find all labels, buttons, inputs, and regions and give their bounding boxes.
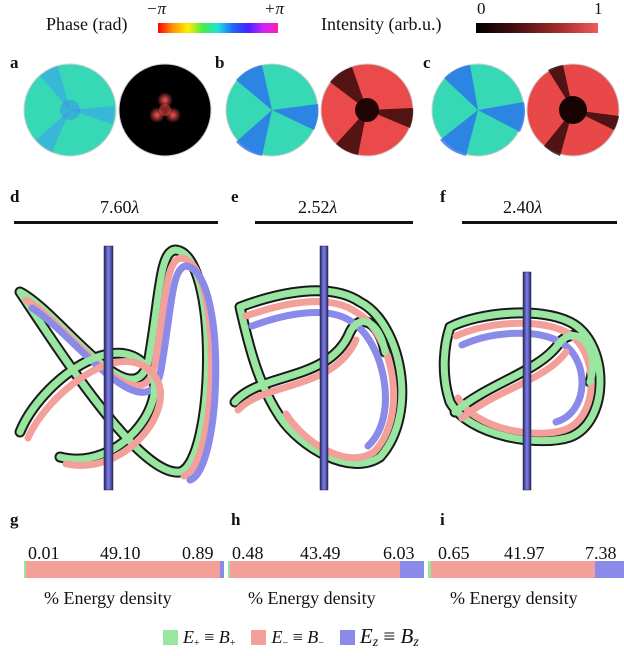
legend-e-plus-b: B (218, 627, 230, 647)
panel-letter-i: i (440, 510, 445, 529)
scalebar-f (462, 221, 617, 224)
legend-e-minus-b-sub: − (318, 638, 324, 649)
bar-i-e-plus-segment (428, 561, 431, 578)
bar-h-e-z-value: 6.03 (383, 543, 415, 563)
phase-colorbar-label: Phase (rad) (46, 14, 128, 34)
bar-i-e-minus-value: 41.97 (504, 543, 545, 563)
energy-bar-g (24, 561, 224, 578)
panel-c-intensity-disc (526, 63, 620, 157)
scalebar-f-label: 2.40λ (503, 198, 542, 216)
legend-e-minus-e: E (271, 627, 283, 647)
legend-item-e-z: Ez ≡ Bz (339, 624, 419, 650)
panel-d-knot (14, 244, 220, 491)
legend-e-plus-b-sub: + (229, 638, 236, 649)
bar-g-e-z-value: 0.89 (182, 543, 214, 563)
intensity-colorbar-label: Intensity (arb.u.) (321, 14, 442, 34)
legend-e-minus-sub: − (282, 638, 289, 649)
bar-h-e-minus-value: 43.49 (300, 543, 341, 563)
legend: E+ ≡ B+ E− ≡ B− Ez ≡ Bz (163, 624, 431, 650)
legend-e-z-b-sub: z (413, 635, 419, 650)
panel-b-intensity-disc (320, 63, 414, 157)
legend-e-z-sub: z (372, 635, 379, 650)
bar-g-e-minus-value: 49.10 (100, 543, 141, 563)
bar-g-e-plus-segment (24, 561, 26, 578)
field-line-knots (14, 244, 606, 491)
panel-letter-d: d (10, 187, 20, 206)
panel-a-phase-disc (23, 63, 117, 157)
legend-item-e-plus: E+ ≡ B+ (163, 627, 236, 649)
legend-e-z-b: B (400, 624, 414, 648)
mode-profile-images (23, 63, 620, 157)
energy-bar-i (428, 561, 624, 578)
bar-g-caption: % Energy density (44, 588, 172, 608)
scalebar-d-unit: λ (131, 197, 140, 217)
bar-i-caption: % Energy density (450, 588, 578, 608)
bar-h-e-minus-segment (230, 561, 401, 578)
legend-e-minus-equiv: ≡ (292, 627, 303, 647)
energy-bar-h (228, 561, 425, 578)
intensity-min-label: 0 (477, 0, 486, 18)
scalebar-f-value: 2.40 (503, 197, 535, 217)
panel-letter-b: b (215, 53, 225, 72)
panel-letter-g: g (10, 510, 19, 529)
scalebar-e-unit: λ (329, 197, 338, 217)
scalebar-e (255, 221, 413, 224)
scalebar-d-label: 7.60λ (100, 198, 139, 216)
phase-colorbar (158, 23, 278, 33)
bar-h-e-plus-value: 0.48 (232, 543, 264, 563)
scalebar-d-value: 7.60 (100, 197, 132, 217)
panel-letter-f: f (440, 187, 446, 206)
scalebar-f-unit: λ (534, 197, 543, 217)
legend-e-minus-b: B (307, 627, 319, 647)
legend-e-plus-e: E (183, 627, 194, 647)
legend-item-e-minus: E− ≡ B− (251, 627, 324, 649)
phase-max-label: +π (264, 0, 284, 18)
phase-min-label: −π (146, 0, 166, 18)
scalebar-d (14, 221, 218, 224)
scalebar-e-value: 2.52 (298, 197, 330, 217)
bar-i-e-z-value: 7.38 (585, 543, 617, 563)
legend-e-z-e: E (359, 624, 373, 648)
panel-c-phase-disc (431, 63, 525, 157)
legend-swatch-e-z (339, 630, 355, 645)
bar-h-caption: % Energy density (248, 588, 376, 608)
panel-f-knot (438, 271, 606, 491)
panel-letter-e: e (231, 187, 239, 206)
bar-i-e-plus-value: 0.65 (438, 543, 470, 563)
panel-letter-h: h (231, 510, 241, 529)
bar-i-e-z-segment (595, 561, 624, 578)
intensity-max-label: 1 (594, 0, 603, 18)
legend-swatch-e-plus (163, 630, 178, 645)
bar-h-e-z-segment (400, 561, 425, 578)
intensity-colorbar (476, 23, 598, 33)
bar-g-e-plus-value: 0.01 (28, 543, 60, 563)
panel-b-phase-disc (225, 63, 319, 157)
panel-letter-c: c (423, 53, 431, 72)
panel-a-intensity-disc (118, 63, 212, 157)
legend-e-plus-sub: + (194, 638, 200, 649)
bar-i-e-minus-segment (430, 561, 596, 578)
legend-swatch-e-minus (251, 630, 267, 645)
bar-h-e-plus-segment (228, 561, 230, 578)
legend-e-plus-equiv: ≡ (204, 627, 215, 647)
bar-g-e-z-segment (220, 561, 224, 578)
bar-g-e-minus-segment (26, 561, 221, 578)
legend-e-z-equiv: ≡ (383, 624, 396, 648)
panel-e-knot (229, 245, 408, 491)
scalebar-e-label: 2.52λ (298, 198, 337, 216)
panel-letter-a: a (10, 53, 19, 72)
